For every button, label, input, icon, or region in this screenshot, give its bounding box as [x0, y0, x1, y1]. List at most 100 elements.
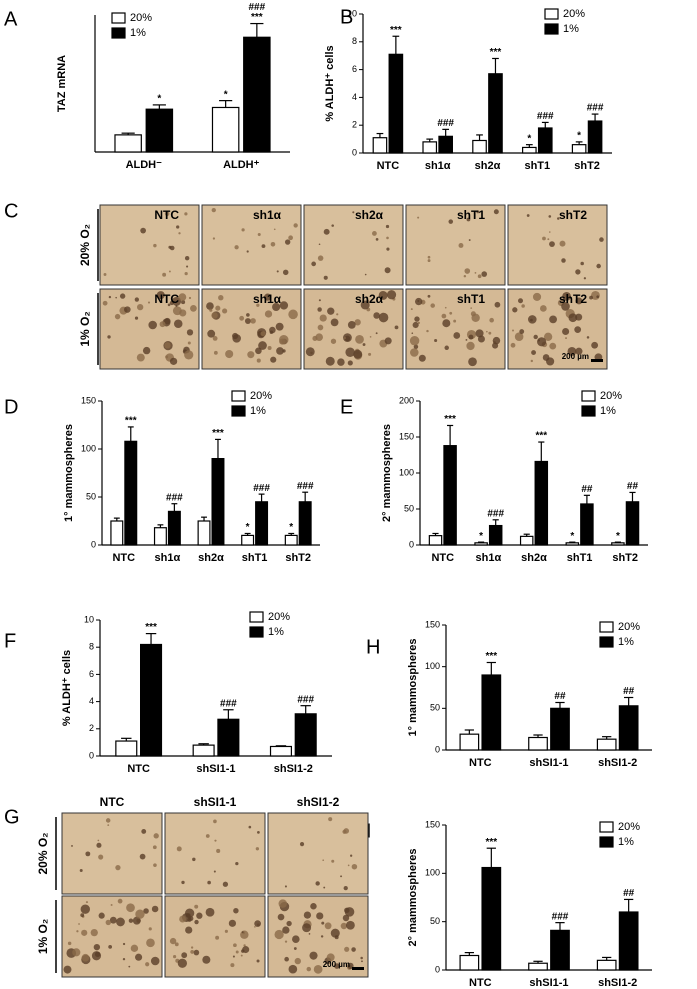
cell-cluster — [234, 245, 239, 250]
cell-cluster — [98, 854, 104, 860]
cell-cluster — [230, 963, 235, 968]
significance: ### — [487, 508, 504, 519]
cell-cluster — [213, 870, 216, 873]
x-tick-label: NTC — [127, 763, 150, 775]
y-axis-label: TAZ mRNA — [56, 55, 68, 112]
significance: *** — [390, 25, 402, 36]
cell-cluster — [562, 327, 570, 336]
significance: ### — [552, 911, 569, 922]
cell-cluster — [80, 913, 85, 918]
significance: *** — [535, 431, 547, 442]
x-tick-label: sh2α — [521, 552, 547, 564]
cell-cluster — [109, 916, 117, 924]
cell-cluster — [453, 319, 457, 323]
cell-cluster — [156, 291, 165, 300]
y-tick-label: 150 — [425, 819, 440, 829]
cell-cluster — [145, 962, 150, 967]
bar — [481, 866, 502, 971]
bar — [153, 527, 167, 546]
bar — [211, 458, 225, 546]
cell-cluster — [414, 316, 420, 322]
cell-cluster — [254, 926, 256, 928]
cell-cluster — [257, 233, 261, 237]
cell-cluster — [530, 359, 533, 363]
cell-cluster — [562, 292, 571, 301]
bar — [534, 460, 549, 546]
cell-cluster — [591, 341, 599, 349]
cell-cluster — [244, 318, 251, 324]
significance: ## — [623, 888, 635, 899]
cell-cluster — [282, 349, 286, 353]
cell-cluster — [565, 337, 567, 340]
cell-cluster — [492, 342, 499, 349]
bar — [519, 535, 534, 546]
cell-cluster — [548, 231, 551, 233]
cell-cluster — [324, 922, 332, 930]
cell-cluster — [140, 227, 146, 234]
y-axis-label: % ALDH⁺ cells — [61, 650, 73, 726]
cell-cluster — [179, 915, 187, 923]
cell-cluster — [580, 261, 584, 266]
cell-cluster — [539, 305, 547, 312]
legend-label: 20% — [600, 390, 622, 402]
cell-cluster — [225, 349, 234, 359]
significance: ### — [437, 118, 454, 129]
column-label: shT1 — [457, 292, 485, 306]
cell-cluster — [272, 302, 281, 312]
cell-cluster — [543, 332, 553, 341]
panel-letter: H — [366, 636, 380, 658]
column-label: shT1 — [457, 208, 485, 222]
legend-swatch — [599, 636, 614, 648]
panel-letter: A — [4, 8, 18, 30]
cell-cluster — [176, 846, 182, 852]
x-tick-label: ALDH⁺ — [223, 159, 260, 171]
cell-cluster — [386, 247, 390, 251]
bar — [550, 707, 570, 751]
cell-cluster — [110, 904, 113, 906]
x-tick-label: shT1 — [567, 552, 593, 564]
cell-cluster — [93, 944, 101, 951]
cell-cluster — [330, 338, 337, 344]
cell-cluster — [279, 334, 289, 345]
bar — [611, 542, 625, 546]
cell-cluster — [596, 263, 601, 269]
bar — [388, 53, 404, 154]
bar — [459, 733, 480, 751]
cell-cluster — [288, 964, 298, 974]
cell-cluster — [184, 271, 188, 276]
cell-cluster — [441, 313, 447, 319]
cell-cluster — [78, 923, 80, 925]
cell-cluster — [136, 353, 145, 362]
y-tick-label: 100 — [81, 443, 96, 453]
bar — [459, 954, 480, 971]
cell-cluster — [277, 913, 285, 921]
cell-cluster — [257, 830, 260, 834]
column-label: sh1α — [253, 292, 282, 306]
cell-cluster — [427, 259, 431, 263]
cell-cluster — [192, 857, 196, 862]
cell-cluster — [343, 886, 348, 891]
cell-cluster — [463, 274, 467, 278]
y-tick-label: 50 — [430, 916, 440, 926]
cell-cluster — [448, 219, 454, 224]
cell-cluster — [305, 347, 315, 357]
cell-cluster — [350, 854, 353, 857]
micrograph — [405, 204, 506, 286]
significance: *** — [251, 12, 263, 23]
cell-cluster — [318, 243, 321, 246]
row-label: 1% O₂ — [36, 919, 50, 954]
x-tick-label: NTC — [469, 977, 492, 989]
significance: * — [527, 133, 531, 144]
column-label: sh2α — [355, 208, 384, 222]
x-tick-label: shSI1-2 — [598, 977, 637, 989]
cell-cluster — [202, 955, 211, 964]
bar — [114, 134, 142, 153]
cell-cluster — [284, 885, 287, 888]
cell-cluster — [284, 940, 288, 943]
x-tick-label: NTC — [112, 552, 135, 564]
cell-cluster — [294, 957, 301, 965]
cell-cluster — [510, 342, 516, 348]
cell-cluster — [486, 330, 488, 333]
cell-cluster — [488, 331, 492, 335]
